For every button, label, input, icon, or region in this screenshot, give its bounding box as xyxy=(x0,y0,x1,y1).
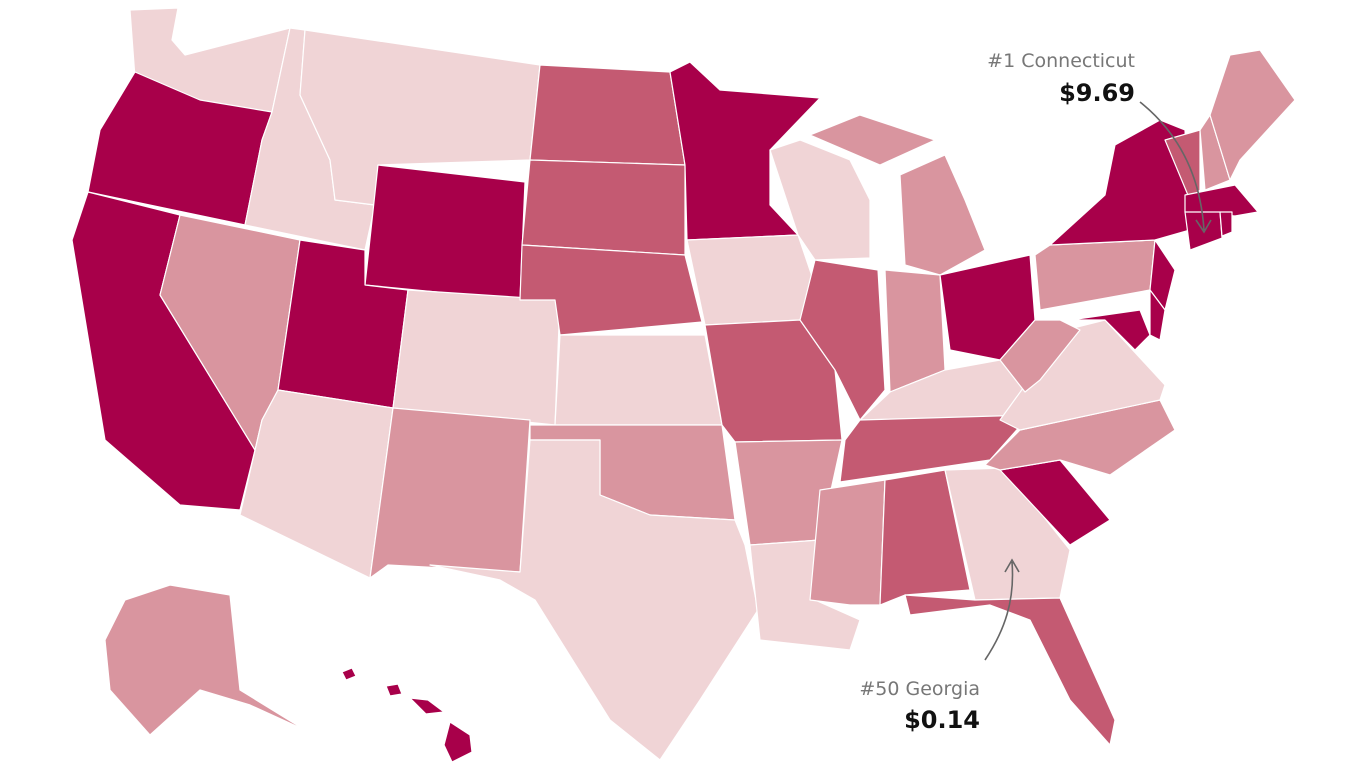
state xyxy=(364,164,526,301)
annotation-label: #50 Georgia xyxy=(859,678,980,700)
state xyxy=(1034,239,1156,311)
state xyxy=(429,439,759,761)
state xyxy=(839,414,1031,483)
state xyxy=(385,683,403,697)
state xyxy=(369,407,531,579)
state xyxy=(443,721,473,763)
state xyxy=(686,234,816,326)
state xyxy=(999,319,1081,393)
state xyxy=(521,159,686,256)
state xyxy=(879,469,971,606)
state xyxy=(529,64,686,166)
annotation-value: $9.69 xyxy=(1059,79,1135,107)
state xyxy=(769,139,871,261)
states xyxy=(71,7,1296,763)
state xyxy=(104,584,306,736)
arrow xyxy=(984,558,1020,661)
state xyxy=(669,61,821,241)
state xyxy=(809,114,936,166)
state xyxy=(1049,119,1191,246)
state xyxy=(809,479,886,606)
state xyxy=(899,154,986,276)
state xyxy=(341,667,357,681)
state xyxy=(409,697,445,715)
state xyxy=(1219,211,1233,237)
arrow xyxy=(1139,101,1212,234)
annotation-label: #1 Connecticut xyxy=(987,50,1135,72)
state xyxy=(1149,289,1166,341)
annotation-value: $0.14 xyxy=(904,706,980,734)
state xyxy=(1184,184,1259,217)
state xyxy=(904,594,1116,746)
state xyxy=(1069,309,1151,351)
state xyxy=(239,389,394,579)
state xyxy=(1164,129,1201,201)
state xyxy=(1209,49,1296,181)
state xyxy=(554,334,723,426)
state xyxy=(392,289,561,426)
